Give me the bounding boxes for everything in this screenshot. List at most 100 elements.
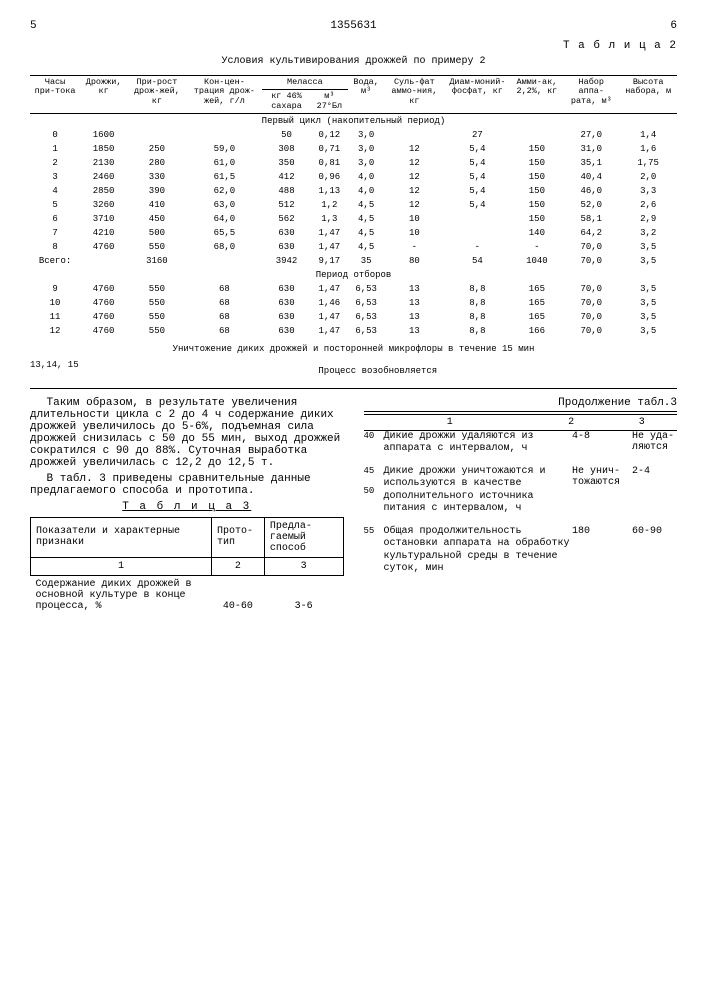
item-label: Дикие дрожжи удаляются из аппарата с инт… [384, 431, 573, 456]
table-cell: 1040 [511, 254, 564, 268]
table-cell: 550 [127, 282, 187, 296]
table-cell: 5 [30, 198, 80, 212]
table-cell: 500 [127, 226, 187, 240]
table-cell: 630 [262, 282, 311, 296]
table-cell [511, 128, 564, 142]
table-cell: 550 [127, 324, 187, 338]
table3: Показатели и характерные признаки Прото-… [30, 517, 344, 615]
table-cell: 4,0 [348, 184, 385, 198]
table-cell: 2460 [80, 170, 127, 184]
table-cell: 8,8 [444, 282, 510, 296]
table-cell: 5,4 [444, 156, 510, 170]
table-cell: 12 [385, 198, 445, 212]
table-cell: 2,6 [619, 198, 677, 212]
item-v2: 60-90 [632, 526, 677, 537]
table-cell: 330 [127, 170, 187, 184]
table-cell: 1850 [80, 142, 127, 156]
table3-cont-header: 1 2 3 [364, 414, 678, 431]
table-cell: 40,4 [563, 170, 619, 184]
table-cell: 4,5 [348, 198, 385, 212]
table-cell: 4,0 [348, 170, 385, 184]
table-cell: 68,0 [187, 240, 262, 254]
table-cell: 10 [385, 212, 445, 226]
table-cell: Всего: [30, 254, 80, 268]
t3-r1-label: Содержание диких дрожжей в основной куль… [31, 575, 212, 615]
table-cell: 3,0 [348, 128, 385, 142]
col-height: Высота набора, м [619, 76, 677, 114]
col-melassa: Меласса [262, 76, 348, 90]
table-cell: 50 [262, 128, 311, 142]
table-cell: 0,96 [311, 170, 348, 184]
t3c-n1: 1 [364, 414, 536, 430]
table-cell: 7 [30, 226, 80, 240]
table-cell: 2,9 [619, 212, 677, 226]
table-cell: 12 [385, 170, 445, 184]
table-cell: 0,71 [311, 142, 348, 156]
table-cell: 62,0 [187, 184, 262, 198]
table-cell: 27 [444, 128, 510, 142]
table-cell: 3,2 [619, 226, 677, 240]
table-cell: 630 [262, 240, 311, 254]
table-cell: 59,0 [187, 142, 262, 156]
table-cell: 9 [30, 282, 80, 296]
t3c-n2: 2 [536, 414, 607, 430]
table-cell: 8 [30, 240, 80, 254]
table-cell: 512 [262, 198, 311, 212]
table-cell: 4,5 [348, 240, 385, 254]
table-cell: 5,4 [444, 198, 510, 212]
table-row: 6371045064,05621,34,51015058,12,9 [30, 212, 677, 226]
section-label: Первый цикл (накопительный период) [30, 114, 677, 129]
table-cell: - [385, 240, 445, 254]
table-cell [444, 212, 510, 226]
table-cell: 630 [262, 310, 311, 324]
list-item: 55Общая продолжительность остановки аппа… [364, 526, 678, 576]
table-cell: 2130 [80, 156, 127, 170]
col-yeast: Дрожжи, кг [80, 76, 127, 114]
table-cell: 10 [30, 296, 80, 310]
table-cell: 13 [385, 296, 445, 310]
table-cell [385, 128, 445, 142]
t3-r1-v1: 40-60 [211, 575, 264, 615]
table-cell: 10 [385, 226, 445, 240]
table-cell: 8,8 [444, 324, 510, 338]
table-cell: 35,1 [563, 156, 619, 170]
table-cell: 68 [187, 296, 262, 310]
table-cell: 70,0 [563, 240, 619, 254]
list-item: 4550Дикие дрожжи уничтожаются и использу… [364, 466, 678, 516]
table-cell [80, 254, 127, 268]
table-cell: 630 [262, 296, 311, 310]
table-cell: 1,75 [619, 156, 677, 170]
table-cell: 3,5 [619, 282, 677, 296]
table-cell: 150 [511, 170, 564, 184]
table-cell: 4,5 [348, 226, 385, 240]
table-cell: - [444, 240, 510, 254]
table-cell: 52,0 [563, 198, 619, 212]
table-row: 4285039062,04881,134,0125,415046,03,3 [30, 184, 677, 198]
table3cont-caption: Продолжение табл.3 [364, 397, 678, 412]
table-row: 94760550686301,476,53138,816570,03,5 [30, 282, 677, 296]
col-water: Вода, м³ [348, 76, 385, 114]
t3-n3: 3 [264, 557, 343, 575]
table-cell: 12 [30, 324, 80, 338]
table-cell: 63,0 [187, 198, 262, 212]
table-row: 114760550686301,476,53138,816570,03,5 [30, 310, 677, 324]
table-row: 104760550686301,466,53138,816570,03,5 [30, 296, 677, 310]
table-cell: 1600 [80, 128, 127, 142]
table-cell: 150 [511, 184, 564, 198]
table-cell: 3,5 [619, 310, 677, 324]
table-cell [444, 226, 510, 240]
table2: Часы при-тока Дрожжи, кг При-рост дрож-ж… [30, 75, 677, 338]
table-row: Всего:316039429,17358054104070,03,5 [30, 254, 677, 268]
col-sulfate: Суль-фат аммо-ния, кг [385, 76, 445, 114]
table-row: 8476055068,06301,474,5---70,03,5 [30, 240, 677, 254]
table-cell: 68 [187, 310, 262, 324]
list-item: 40Дикие дрожжи удаляются из аппарата с и… [364, 431, 678, 456]
table-cell: 308 [262, 142, 311, 156]
table-row: 3246033061,54120,964,0125,415040,42,0 [30, 170, 677, 184]
table-cell: 150 [511, 142, 564, 156]
table-cell: 3,5 [619, 296, 677, 310]
table-cell: 70,0 [563, 282, 619, 296]
table-cell: 4760 [80, 296, 127, 310]
table-cell: 4760 [80, 324, 127, 338]
table-cell: 412 [262, 170, 311, 184]
